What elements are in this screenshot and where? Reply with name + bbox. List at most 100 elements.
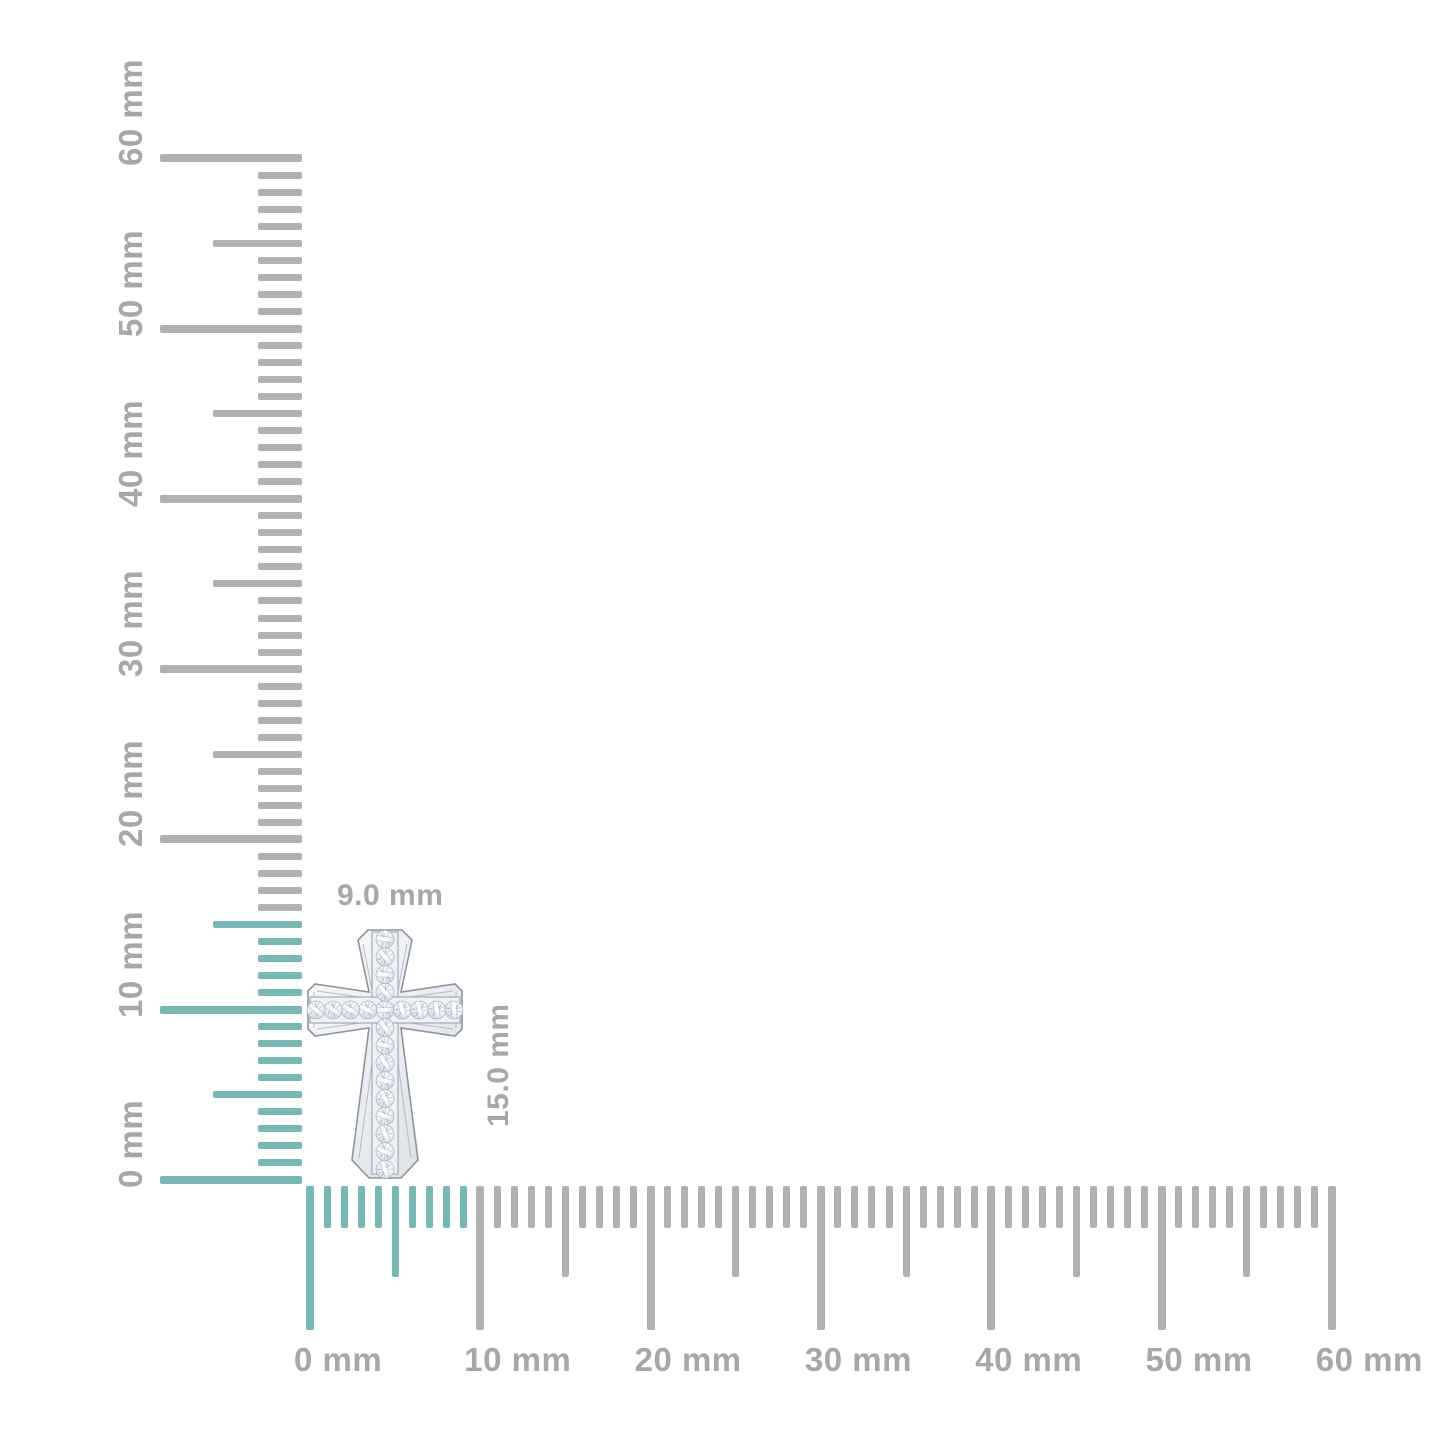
v-ruler-tick-39mm: [258, 512, 302, 520]
h-ruler-tick-20mm: [646, 1186, 655, 1330]
h-ruler-tick-29mm: [800, 1186, 808, 1228]
h-ruler-tick-9mm: [459, 1186, 467, 1228]
h-ruler-tick-60mm: [1327, 1186, 1336, 1330]
h-ruler-tick-41mm: [1004, 1186, 1012, 1228]
h-ruler-tick-11mm: [493, 1186, 501, 1228]
h-ruler-tick-58mm: [1294, 1186, 1302, 1228]
v-ruler-tick-45mm: [213, 410, 302, 418]
pendant-width-label: 9.0 mm: [337, 879, 444, 912]
v-ruler-tick-44mm: [258, 427, 302, 435]
h-ruler-tick-30mm: [816, 1186, 825, 1330]
h-ruler-tick-25mm: [732, 1186, 740, 1277]
v-ruler-tick-23mm: [258, 784, 302, 792]
v-ruler-tick-41mm: [258, 478, 302, 486]
v-ruler-tick-29mm: [258, 682, 302, 690]
v-ruler-tick-3mm: [258, 1125, 302, 1133]
v-ruler-tick-59mm: [258, 171, 302, 179]
v-ruler-tick-25mm: [213, 750, 302, 758]
h-ruler-tick-55mm: [1243, 1186, 1251, 1277]
v-ruler-tick-26mm: [258, 733, 302, 741]
h-ruler-tick-33mm: [868, 1186, 876, 1228]
v-ruler-label-30mm: 30 mm: [112, 570, 149, 678]
v-ruler-tick-51mm: [258, 307, 302, 315]
v-ruler-tick-43mm: [258, 444, 302, 452]
h-ruler-tick-43mm: [1038, 1186, 1046, 1228]
h-ruler-tick-13mm: [527, 1186, 535, 1228]
v-ruler-tick-4mm: [258, 1108, 302, 1116]
h-ruler-tick-39mm: [970, 1186, 978, 1228]
h-ruler-tick-36mm: [919, 1186, 927, 1228]
v-ruler-tick-40mm: [160, 494, 302, 503]
v-ruler-tick-52mm: [258, 290, 302, 298]
h-ruler-tick-47mm: [1106, 1186, 1114, 1228]
h-ruler-tick-28mm: [783, 1186, 791, 1228]
v-ruler-label-20mm: 20 mm: [112, 740, 149, 848]
h-ruler-tick-48mm: [1123, 1186, 1131, 1228]
h-ruler-label-40mm: 40 mm: [975, 1341, 1083, 1378]
v-ruler-tick-33mm: [258, 614, 302, 622]
v-ruler-tick-36mm: [258, 563, 302, 571]
v-ruler-tick-19mm: [258, 852, 302, 860]
v-ruler-tick-11mm: [258, 989, 302, 997]
h-ruler-tick-10mm: [476, 1186, 485, 1330]
h-ruler-tick-54mm: [1226, 1186, 1234, 1228]
h-ruler-tick-7mm: [425, 1186, 433, 1228]
v-ruler-tick-30mm: [160, 665, 302, 674]
v-ruler-tick-46mm: [258, 393, 302, 401]
h-ruler-tick-31mm: [834, 1186, 842, 1228]
h-ruler-tick-50mm: [1157, 1186, 1166, 1330]
h-ruler-tick-8mm: [442, 1186, 450, 1228]
v-ruler-tick-20mm: [160, 835, 302, 844]
h-ruler-tick-49mm: [1140, 1186, 1148, 1228]
v-ruler-tick-17mm: [258, 886, 302, 894]
h-ruler-tick-27mm: [766, 1186, 774, 1228]
h-ruler-label-0mm: 0 mm: [294, 1341, 383, 1378]
v-ruler-tick-5mm: [213, 1091, 302, 1099]
v-ruler-tick-53mm: [258, 273, 302, 281]
h-ruler-tick-0mm: [306, 1186, 314, 1330]
h-ruler-tick-53mm: [1209, 1186, 1217, 1228]
h-ruler-tick-24mm: [715, 1186, 723, 1228]
v-ruler-tick-24mm: [258, 767, 302, 775]
v-ruler-tick-7mm: [258, 1057, 302, 1065]
v-ruler-tick-22mm: [258, 801, 302, 809]
v-ruler-tick-13mm: [258, 955, 302, 963]
h-ruler-tick-45mm: [1072, 1186, 1080, 1277]
v-ruler-tick-49mm: [258, 342, 302, 350]
v-ruler-tick-12mm: [258, 972, 302, 980]
h-ruler-tick-38mm: [953, 1186, 961, 1228]
v-ruler-tick-2mm: [258, 1142, 302, 1150]
v-ruler-tick-48mm: [258, 359, 302, 367]
v-ruler-tick-1mm: [258, 1159, 302, 1167]
v-ruler-tick-15mm: [213, 921, 302, 929]
h-ruler-tick-17mm: [596, 1186, 603, 1228]
h-ruler-tick-14mm: [544, 1186, 552, 1228]
v-ruler-tick-34mm: [258, 597, 302, 605]
h-ruler-tick-21mm: [664, 1186, 672, 1228]
v-ruler-tick-56mm: [258, 222, 302, 230]
v-ruler-tick-35mm: [213, 580, 302, 588]
h-ruler-tick-56mm: [1260, 1186, 1268, 1228]
h-ruler-tick-35mm: [902, 1186, 910, 1277]
v-ruler-tick-38mm: [258, 529, 302, 537]
h-ruler-tick-4mm: [374, 1186, 382, 1228]
h-ruler-tick-23mm: [698, 1186, 706, 1228]
v-ruler-tick-31mm: [258, 648, 302, 656]
h-ruler-tick-57mm: [1277, 1186, 1285, 1228]
v-ruler-tick-54mm: [258, 256, 302, 264]
h-ruler-tick-12mm: [510, 1186, 518, 1228]
h-ruler-label-50mm: 50 mm: [1145, 1341, 1253, 1378]
v-ruler-tick-58mm: [258, 188, 302, 196]
h-ruler-tick-46mm: [1089, 1186, 1097, 1228]
h-ruler-label-60mm: 60 mm: [1315, 1341, 1423, 1378]
v-ruler-label-10mm: 10 mm: [112, 910, 149, 1018]
v-ruler-tick-27mm: [258, 716, 302, 724]
h-ruler-tick-42mm: [1021, 1186, 1029, 1228]
h-ruler-tick-59mm: [1311, 1186, 1319, 1228]
v-ruler-tick-6mm: [258, 1074, 302, 1082]
v-ruler-label-50mm: 50 mm: [112, 229, 149, 337]
h-ruler-tick-34mm: [885, 1186, 893, 1228]
v-ruler-tick-47mm: [258, 376, 302, 384]
h-ruler-label-10mm: 10 mm: [464, 1341, 572, 1378]
h-ruler-tick-15mm: [561, 1186, 569, 1277]
